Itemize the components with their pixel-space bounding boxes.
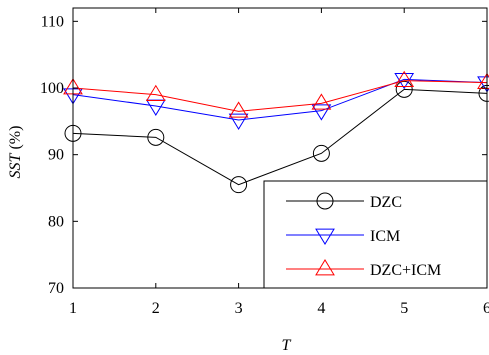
series-dzc-icm bbox=[63, 70, 489, 118]
data-point bbox=[145, 84, 166, 102]
x-tick-label: 2 bbox=[152, 300, 160, 317]
series-dzc bbox=[64, 80, 489, 194]
x-axis-title: T bbox=[282, 337, 292, 354]
legend-marker bbox=[315, 259, 335, 276]
series-line bbox=[72, 80, 488, 112]
data-point bbox=[394, 70, 415, 88]
data-point bbox=[395, 80, 413, 98]
y-tick-label: 80 bbox=[48, 213, 64, 230]
data-point bbox=[230, 176, 248, 194]
legend-label: ICM bbox=[370, 228, 400, 245]
x-tick-label: 3 bbox=[235, 300, 243, 317]
plot-marks bbox=[63, 70, 489, 194]
data-point bbox=[312, 144, 330, 162]
legend-item: DZC bbox=[286, 192, 402, 211]
y-tick-label: 70 bbox=[48, 280, 64, 297]
legend-label: DZC bbox=[370, 194, 402, 211]
legend-marker bbox=[316, 192, 334, 210]
y-tick-label: 110 bbox=[41, 13, 64, 30]
data-point bbox=[311, 104, 332, 121]
y-tick-label: 90 bbox=[48, 147, 64, 164]
axis-ticks: 1 2 3 4 5 6 70 80 90 100 110 bbox=[40, 8, 489, 317]
data-point bbox=[228, 101, 249, 118]
x-tick-label: 6 bbox=[483, 300, 489, 317]
legend-label: DZC+ICM bbox=[370, 262, 441, 279]
y-axis-title-main: SST bbox=[7, 152, 24, 178]
y-axis-title-unit: (%) bbox=[7, 126, 24, 154]
series-line bbox=[72, 78, 488, 121]
series-icm bbox=[63, 72, 489, 130]
data-point bbox=[145, 99, 166, 116]
x-tick-label: 5 bbox=[400, 300, 408, 317]
legend-item: DZC+ICM bbox=[286, 259, 441, 279]
data-point bbox=[311, 93, 332, 110]
y-axis-title: SST (%) bbox=[7, 126, 24, 179]
x-tick-label: 1 bbox=[69, 300, 77, 317]
legend-marker bbox=[315, 228, 335, 245]
data-point bbox=[147, 128, 165, 146]
series-line bbox=[72, 88, 488, 186]
legend-item: ICM bbox=[286, 228, 400, 245]
legend: DZC ICM DZC+ICM bbox=[263, 180, 488, 289]
x-tick-label: 4 bbox=[317, 300, 325, 317]
data-point bbox=[228, 113, 249, 130]
y-tick-label: 100 bbox=[40, 80, 64, 97]
